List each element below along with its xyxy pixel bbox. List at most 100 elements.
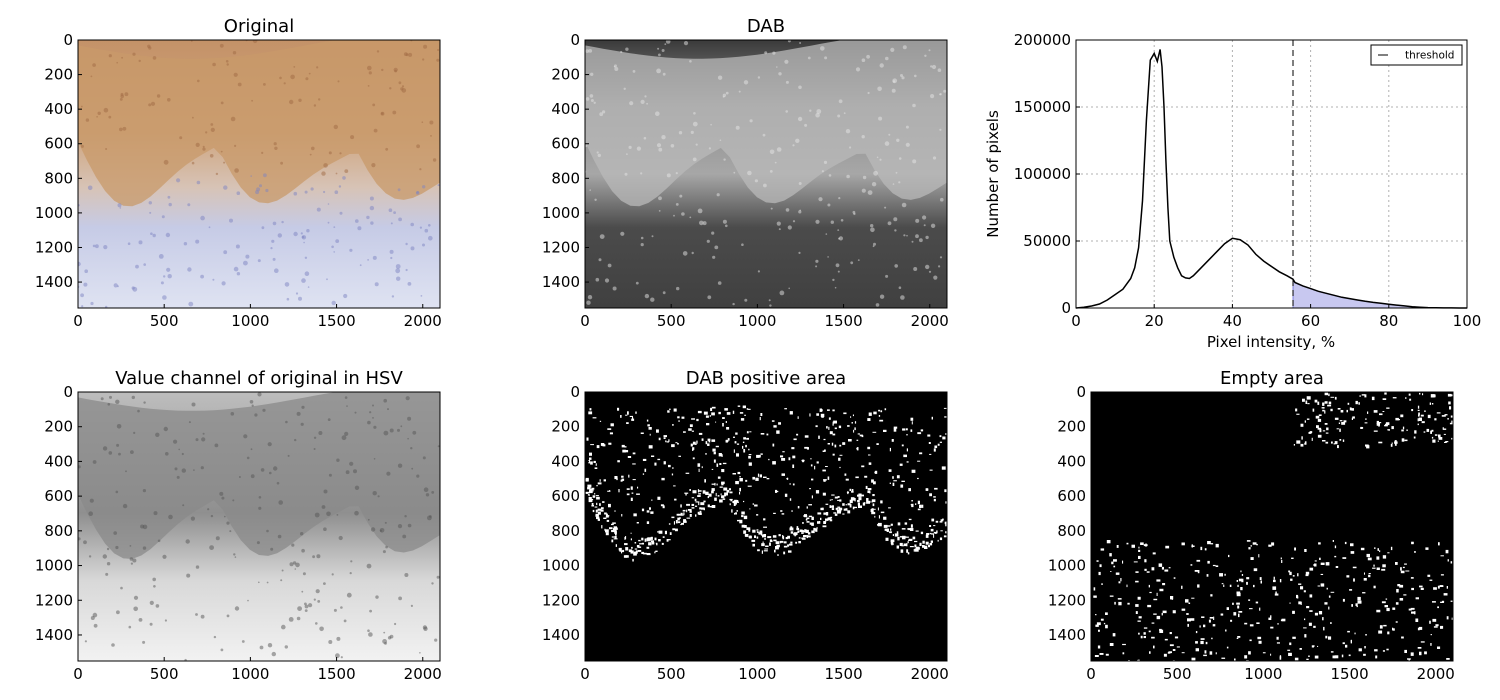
mask-pixel <box>944 489 947 493</box>
mask-pixel <box>820 413 825 417</box>
cell-speck <box>357 226 362 231</box>
mask-pixel <box>1205 641 1208 645</box>
cell-speck <box>367 629 370 632</box>
cell-speck <box>588 49 593 53</box>
mask-pixel <box>1359 395 1361 397</box>
mask-pixel <box>760 453 763 455</box>
mask-pixel <box>697 511 700 515</box>
mask-pixel <box>859 434 863 437</box>
mask-pixel <box>1195 631 1198 634</box>
mask-pixel <box>1432 439 1436 443</box>
mask-pixel <box>1437 440 1439 442</box>
cell-speck <box>429 515 432 518</box>
mask-pixel <box>764 537 766 540</box>
mask-pixel <box>625 547 629 551</box>
mask-pixel <box>1351 408 1354 411</box>
mask-pixel <box>677 513 681 516</box>
mask-pixel <box>871 499 876 503</box>
mask-pixel <box>729 503 731 506</box>
cell-speck <box>383 430 389 436</box>
mask-pixel <box>1405 397 1407 399</box>
mask-pixel <box>1433 626 1438 628</box>
mask-pixel <box>705 453 707 455</box>
mask-pixel <box>873 508 876 510</box>
mask-pixel <box>742 441 745 443</box>
mask-pixel <box>930 528 934 532</box>
cell-speck <box>422 456 426 460</box>
mask-pixel <box>815 425 818 428</box>
cell-speck <box>326 511 331 517</box>
panel-title: DAB positive area <box>686 368 846 389</box>
cell-speck <box>436 58 440 62</box>
mask-pixel <box>816 461 819 464</box>
cell-speck <box>255 190 260 195</box>
cell-speck <box>895 171 898 174</box>
mask-pixel <box>831 506 833 508</box>
mask-pixel <box>897 537 900 541</box>
mask-pixel <box>597 508 602 511</box>
cell-speck <box>106 547 110 551</box>
cell-speck <box>152 233 156 238</box>
mask-pixel <box>746 431 749 434</box>
mask-pixel <box>931 416 933 420</box>
mask-pixel <box>874 471 877 474</box>
mask-pixel <box>1367 411 1369 414</box>
cell-speck <box>628 145 632 149</box>
cell-speck <box>181 468 186 473</box>
mask-pixel <box>743 525 747 528</box>
mask-pixel <box>826 426 828 429</box>
cell-speck <box>350 560 353 563</box>
cell-speck <box>914 74 917 78</box>
mask-pixel <box>752 503 754 505</box>
cell-speck <box>78 465 81 469</box>
cell-speck <box>83 282 88 287</box>
mask-pixel <box>820 517 822 520</box>
mask-pixel <box>698 468 700 472</box>
mask-pixel <box>1328 636 1332 640</box>
y-tick-label: 200 <box>551 418 580 436</box>
mask-pixel <box>611 523 614 526</box>
mask-pixel <box>1297 573 1299 577</box>
mask-pixel <box>1342 557 1347 559</box>
mask-pixel <box>883 429 887 432</box>
mask-pixel <box>1395 562 1398 565</box>
x-tick-label: 0 <box>73 665 83 683</box>
cell-speck <box>898 286 902 290</box>
mask-pixel <box>867 488 872 491</box>
cell-speck <box>335 172 338 175</box>
cell-speck <box>689 216 692 219</box>
cell-speck <box>81 305 84 308</box>
mask-pixel <box>1387 552 1390 554</box>
mask-pixel <box>1135 611 1138 614</box>
mask-pixel <box>890 541 894 545</box>
mask-pixel <box>589 457 592 460</box>
mask-pixel <box>1402 566 1405 569</box>
mask-pixel <box>641 537 644 541</box>
cell-speck <box>328 473 332 477</box>
mask-pixel <box>1327 404 1332 407</box>
mask-pixel <box>686 509 688 513</box>
mask-pixel <box>892 534 894 536</box>
mask-pixel <box>1372 567 1376 569</box>
mask-pixel <box>1309 610 1313 612</box>
mask-pixel <box>933 496 936 498</box>
mask-pixel <box>689 510 692 513</box>
mask-pixel <box>1408 658 1410 661</box>
mask-pixel <box>1342 439 1345 442</box>
y-tick-label: 1000 <box>1048 557 1086 575</box>
mask-pixel <box>749 535 752 539</box>
cell-speck <box>226 63 229 66</box>
cell-speck <box>644 95 647 98</box>
mask-pixel <box>880 511 885 514</box>
mask-pixel <box>718 453 722 457</box>
cell-speck <box>304 256 308 259</box>
mask-pixel <box>1186 613 1189 615</box>
mask-pixel <box>595 509 598 513</box>
mask-pixel <box>760 534 765 536</box>
cell-speck <box>80 144 84 148</box>
cell-speck <box>894 264 898 268</box>
mask-pixel <box>1148 584 1150 588</box>
cell-speck <box>373 425 377 429</box>
cell-speck <box>168 202 172 207</box>
cell-speck <box>666 173 671 178</box>
